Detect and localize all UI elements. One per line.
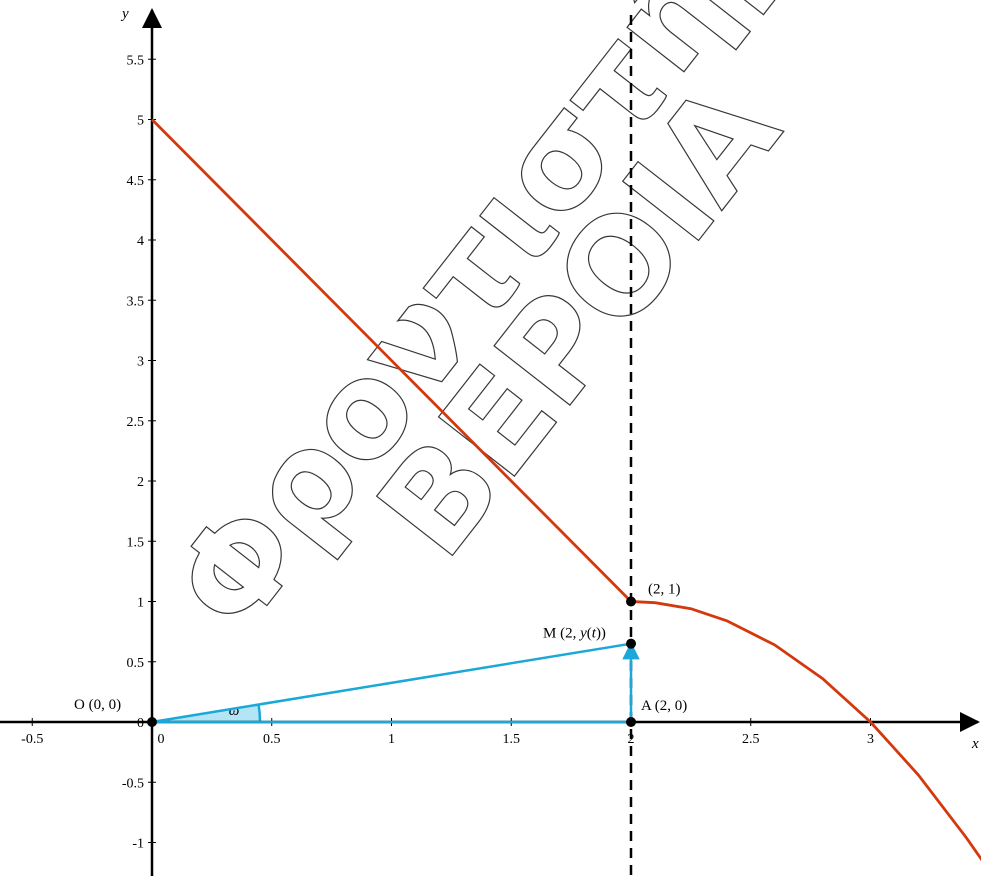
angle-arc <box>257 704 262 723</box>
x-tick-label: -0.5 <box>21 732 43 747</box>
y-tick-label: 5 <box>137 114 144 129</box>
watermark: Φροντιστήριο ΕΚΠΑΙ ΒΕΡΟΙΑ <box>143 0 981 660</box>
point-label-part: )) <box>596 626 606 642</box>
segment-0 <box>151 642 632 724</box>
y-axis-label: y <box>120 6 129 22</box>
y-tick-label: 1.5 <box>127 535 145 550</box>
y-tick-label: 2.5 <box>127 415 145 430</box>
y-tick-label: 4.5 <box>127 174 145 189</box>
point-label-1: A (2, 0) <box>641 698 687 714</box>
point-label-part: y <box>578 626 587 642</box>
x-tick-label: 3 <box>867 732 874 747</box>
y-tick-label: 3.5 <box>127 294 145 309</box>
y-tick-label: 0 <box>137 716 144 731</box>
x-tick-label: 1.5 <box>503 732 521 747</box>
y-tick-label: 1 <box>137 596 144 611</box>
angle-label: ω <box>229 703 240 719</box>
y-tick-label: -0.5 <box>122 776 144 791</box>
y-tick-label: -1 <box>132 837 144 852</box>
point-label-0: O (0, 0) <box>74 697 121 713</box>
y-tick-label: 4 <box>137 234 144 249</box>
y-tick-label: 2 <box>137 475 144 490</box>
point-marker-0 <box>147 717 157 727</box>
x-tick-label: 2 <box>628 732 635 747</box>
labels-layer: O (0, 0) A (2, 0) M (2, y(t)) (2, 1) <box>74 582 687 715</box>
x-tick-label: 2.5 <box>742 732 760 747</box>
y-tick-label: 5.5 <box>127 53 145 68</box>
x-tick-label: 0 <box>158 732 165 747</box>
point-label-part: M (2, <box>543 626 580 642</box>
x-axis-label: x <box>971 736 979 752</box>
x-tick-label: 0.5 <box>263 732 281 747</box>
point-label-2: M (2, y(t)) <box>543 626 606 642</box>
lines-layer <box>151 15 981 876</box>
x-tick-label: 1 <box>388 732 395 747</box>
y-tick-label: 0.5 <box>127 656 145 671</box>
y-tick-label: 3 <box>137 355 144 370</box>
points-layer <box>147 596 636 727</box>
point-marker-2 <box>626 638 636 649</box>
point-label-part: t <box>592 626 597 642</box>
point-marker-1 <box>626 717 636 727</box>
point-label-3: (2, 1) <box>648 582 681 598</box>
point-marker-3 <box>626 596 636 607</box>
point-label-part: ( <box>587 626 592 642</box>
series-line-0 <box>151 118 981 862</box>
